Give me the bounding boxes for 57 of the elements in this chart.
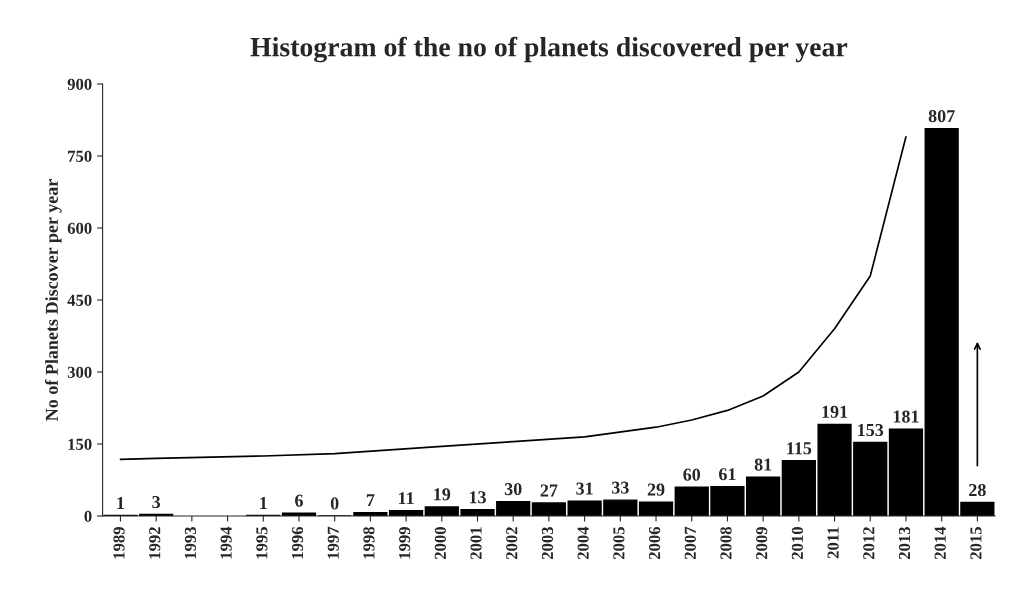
x-tick-label: 1999: [399, 527, 411, 559]
y-tick-label: 300: [67, 366, 92, 378]
x-tick-label: 2003: [541, 526, 554, 560]
x-tick-label: 2011: [827, 527, 839, 559]
y-tick-label: 900: [67, 78, 92, 90]
y-tick-label: 600: [67, 222, 92, 234]
data-label: 60: [683, 468, 701, 481]
data-label: 11: [399, 492, 414, 505]
x-tick-label: 1993: [184, 526, 197, 559]
x-tick-label: 1992: [149, 527, 161, 559]
data-label: 7: [366, 494, 375, 507]
x-tick-label: 1998: [363, 526, 375, 559]
chart-title: Histogram of the no of planets discovered per year: [250, 36, 848, 63]
x-tick-label: 2005: [613, 527, 625, 560]
x-tick-label: 1994: [220, 526, 232, 559]
data-label: 61: [719, 468, 736, 481]
data-label: 30: [504, 482, 522, 496]
x-tick-label: 2006: [648, 526, 661, 560]
x-tick-label: 1997: [327, 526, 339, 559]
data-label: 27: [540, 484, 558, 497]
data-label: 6: [295, 494, 303, 507]
x-tick-label: 1995: [256, 527, 268, 559]
x-tick-label: 1989: [113, 527, 125, 559]
x-tick-label: 2008: [720, 526, 732, 560]
y-tick-label: 750: [68, 150, 92, 162]
x-tick-label: 2010: [791, 527, 804, 560]
x-tick-label: 2001: [470, 527, 482, 560]
data-label: 1: [117, 496, 125, 509]
y-tick-label: 0: [84, 510, 92, 522]
data-label: 181: [893, 410, 919, 423]
data-label: 807: [928, 110, 955, 123]
data-label: 29: [647, 483, 665, 496]
x-tick-label: 2014: [934, 526, 946, 560]
x-tick-label: 2012: [863, 527, 875, 560]
data-label: 28: [969, 483, 986, 497]
x-tick-label: 2004: [577, 526, 589, 560]
x-tick-label: 2015: [970, 527, 982, 560]
data-label: 153: [858, 423, 884, 437]
data-label: 33: [611, 481, 629, 494]
data-label: 81: [754, 458, 772, 471]
x-tick-label: 2000: [434, 527, 446, 560]
y-axis-title: No of Planets Discover per year: [45, 179, 62, 421]
data-label: 13: [469, 491, 486, 504]
y-tick-label: 450: [67, 294, 92, 306]
x-tick-label: 2013: [898, 526, 911, 560]
x-tick-label: 2002: [506, 527, 518, 560]
x-tick-label: 2009: [756, 527, 768, 560]
x-tick-label: 1996: [291, 526, 304, 559]
data-label: 115: [787, 442, 812, 455]
data-label: 19: [434, 488, 451, 501]
data-label: 1: [260, 496, 267, 509]
data-label: 31: [576, 482, 593, 495]
data-label: 0: [330, 497, 339, 510]
data-label: 3: [152, 495, 161, 509]
data-label: 191: [822, 405, 848, 418]
x-tick-label: 2007: [684, 526, 696, 560]
y-tick-label: 150: [68, 438, 92, 450]
